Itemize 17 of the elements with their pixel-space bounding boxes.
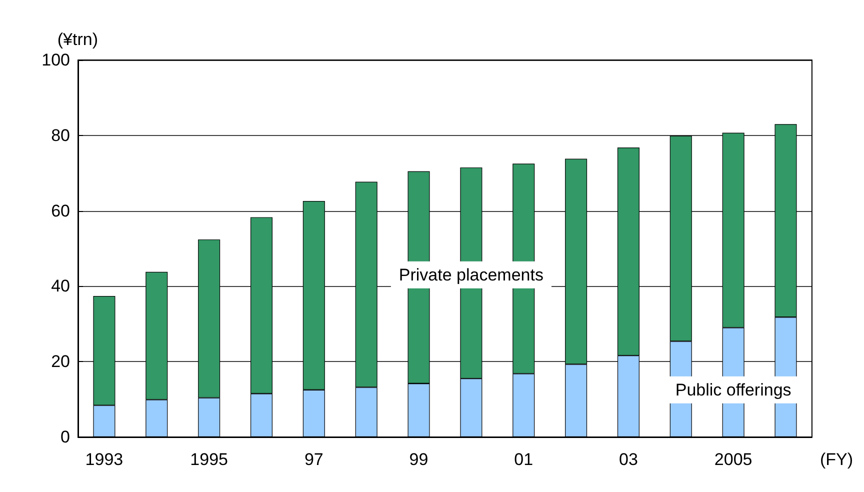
y-axis-title: (¥trn) — [57, 30, 98, 49]
x-tick-label: 99 — [409, 450, 428, 469]
series-label: Private placements — [398, 265, 544, 284]
x-tick-label: 1995 — [190, 450, 228, 469]
y-tick-label: 0 — [60, 428, 70, 446]
x-tick-label: 97 — [304, 450, 324, 469]
y-tick-label: 80 — [51, 126, 70, 145]
x-tick-label: 01 — [514, 450, 534, 469]
y-tick-label: 100 — [42, 50, 70, 70]
y-tick-label: 60 — [51, 201, 70, 220]
series-label: Public offerings — [675, 380, 792, 400]
x-tick-label: 2005 — [714, 450, 752, 469]
y-tick-label: 40 — [51, 276, 70, 296]
x-axis-title: (FY) — [820, 450, 853, 469]
x-tick-label: 03 — [619, 450, 638, 469]
y-tick-label: 20 — [51, 352, 70, 372]
x-tick-label: 1993 — [85, 450, 124, 469]
